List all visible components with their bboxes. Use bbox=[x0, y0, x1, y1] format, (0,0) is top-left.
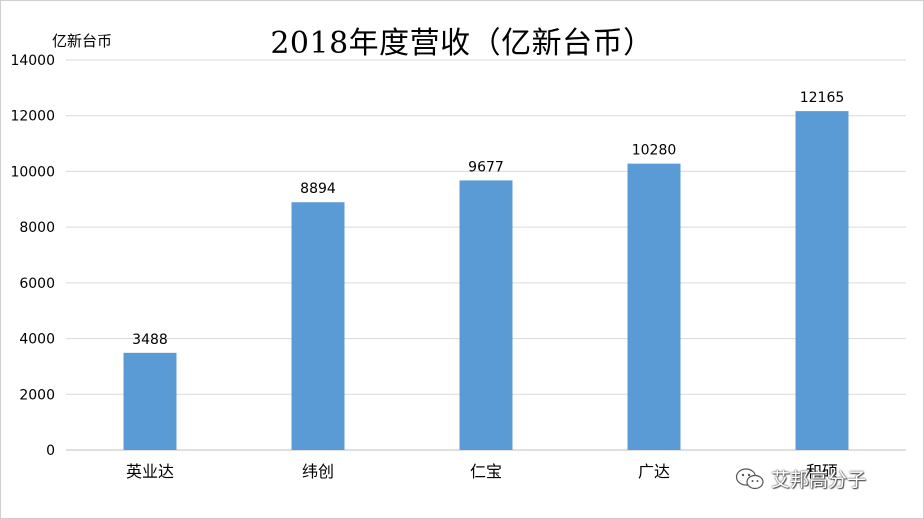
watermark: 艾邦高分子 bbox=[735, 465, 866, 492]
x-category-label: 仁宝 bbox=[470, 462, 502, 481]
y-tick-label: 10000 bbox=[10, 164, 55, 180]
data-label: 8894 bbox=[300, 181, 336, 197]
bar bbox=[123, 352, 177, 450]
y-tick-label: 12000 bbox=[10, 109, 55, 125]
y-tick-label: 4000 bbox=[19, 332, 55, 348]
x-category-label: 广达 bbox=[638, 462, 670, 481]
y-tick-label: 6000 bbox=[19, 276, 55, 292]
data-label: 10280 bbox=[632, 143, 677, 159]
chart-title: 2018年度营收（亿新台币） bbox=[270, 26, 654, 61]
y-tick-label: 0 bbox=[46, 443, 55, 459]
bar bbox=[459, 180, 513, 450]
bar bbox=[795, 111, 849, 450]
data-label: 3488 bbox=[132, 332, 168, 348]
x-category-label: 和硕 bbox=[806, 462, 838, 481]
wechat-icon bbox=[735, 467, 764, 489]
y-axis-unit-label: 亿新台币 bbox=[52, 32, 113, 50]
x-category-label: 英业达 bbox=[126, 462, 174, 481]
bar bbox=[291, 202, 345, 450]
data-label: 12165 bbox=[800, 90, 845, 106]
x-category-label: 纬创 bbox=[302, 462, 334, 481]
data-label: 9677 bbox=[468, 159, 504, 175]
y-tick-label: 14000 bbox=[10, 53, 55, 69]
bar bbox=[627, 163, 681, 450]
watermark-text: 艾邦高分子 bbox=[771, 469, 867, 491]
y-tick-label: 2000 bbox=[19, 387, 55, 403]
y-tick-label: 8000 bbox=[19, 220, 55, 236]
